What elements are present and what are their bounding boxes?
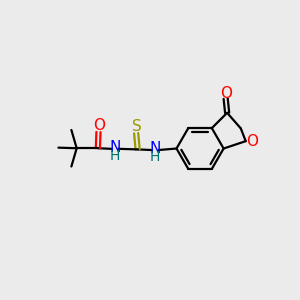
Text: N: N (109, 140, 121, 155)
Text: O: O (220, 86, 232, 101)
Text: N: N (149, 141, 161, 156)
Text: S: S (132, 119, 142, 134)
Text: O: O (246, 134, 258, 149)
Text: H: H (110, 149, 120, 163)
Text: O: O (93, 118, 105, 133)
Text: H: H (150, 150, 160, 164)
